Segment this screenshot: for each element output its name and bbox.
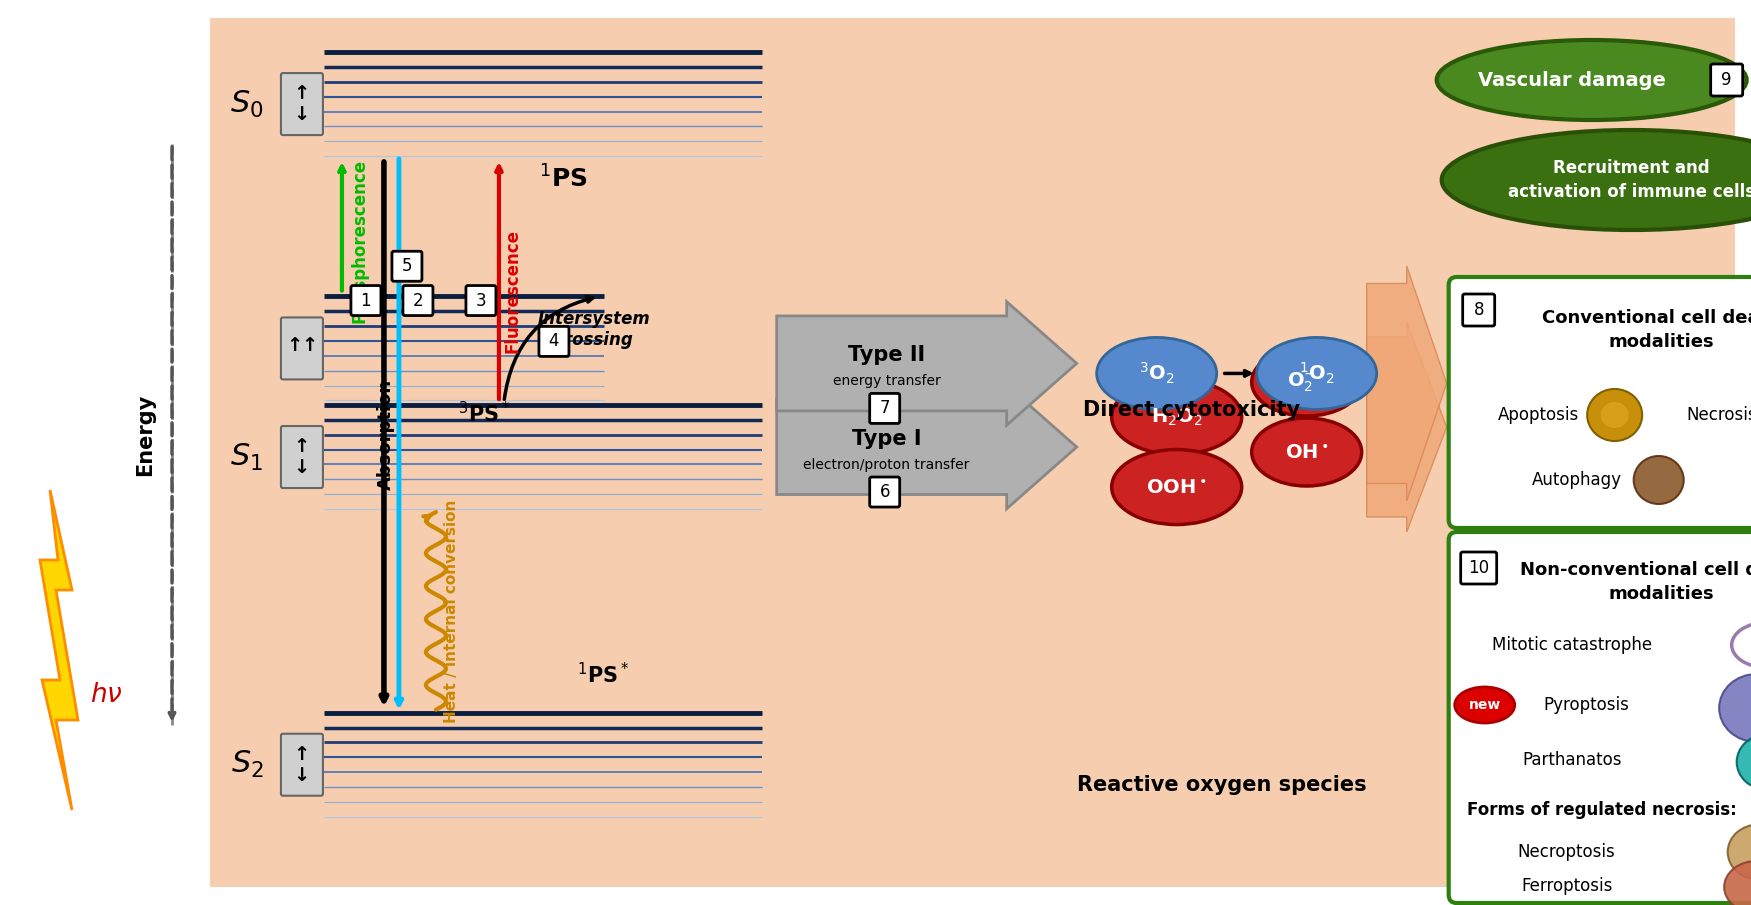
Text: ↓: ↓ [294, 766, 310, 785]
Text: 6: 6 [879, 483, 890, 501]
Text: $S_1$: $S_1$ [231, 442, 263, 472]
Text: ↓: ↓ [294, 458, 310, 477]
FancyArrow shape [1368, 266, 1446, 501]
FancyArrow shape [777, 386, 1077, 509]
Ellipse shape [1719, 674, 1751, 742]
Text: Absorption: Absorption [376, 379, 396, 490]
Text: Direct cytotoxicity: Direct cytotoxicity [1084, 400, 1301, 420]
Text: 4: 4 [548, 332, 559, 350]
Text: Conventional cell death
modalities: Conventional cell death modalities [1543, 310, 1751, 351]
FancyBboxPatch shape [280, 734, 322, 795]
FancyBboxPatch shape [403, 286, 432, 316]
Text: Non-conventional cell death
modalities: Non-conventional cell death modalities [1520, 561, 1751, 603]
Text: 10: 10 [1467, 559, 1490, 577]
Bar [0, 0, 210, 905]
Text: Heat / internal conversion: Heat / internal conversion [445, 500, 459, 722]
Text: Intersystem
crossing: Intersystem crossing [538, 310, 650, 348]
Ellipse shape [1586, 389, 1642, 441]
Text: 7: 7 [879, 399, 890, 417]
Text: 3: 3 [476, 291, 487, 310]
Text: electron/proton transfer: electron/proton transfer [804, 458, 970, 472]
Text: $S_2$: $S_2$ [231, 749, 263, 780]
FancyBboxPatch shape [1448, 277, 1751, 528]
Text: Energy: Energy [135, 394, 156, 475]
FancyArrow shape [777, 301, 1077, 425]
FancyArrow shape [1368, 322, 1446, 532]
Text: O$_2^{-\bullet}$: O$_2^{-\bullet}$ [1287, 370, 1326, 394]
Text: energy transfer: energy transfer [833, 375, 940, 388]
Polygon shape [205, 18, 1735, 887]
FancyBboxPatch shape [280, 426, 322, 488]
Text: ↑: ↑ [294, 745, 310, 764]
Ellipse shape [1725, 861, 1751, 905]
Text: $^1$O$_2$: $^1$O$_2$ [1299, 361, 1334, 386]
Text: Forms of regulated necrosis:: Forms of regulated necrosis: [1467, 801, 1737, 819]
Ellipse shape [1252, 418, 1362, 486]
Text: Vascular damage: Vascular damage [1478, 71, 1665, 90]
Ellipse shape [1436, 40, 1747, 120]
Text: ↑: ↑ [301, 336, 317, 355]
Ellipse shape [1257, 338, 1376, 409]
Ellipse shape [1600, 402, 1628, 428]
FancyBboxPatch shape [280, 73, 322, 135]
Text: 9: 9 [1721, 71, 1732, 89]
Text: Ferroptosis: Ferroptosis [1522, 877, 1613, 895]
FancyBboxPatch shape [1460, 552, 1497, 584]
Text: Fluorescence: Fluorescence [504, 229, 522, 353]
Text: $^1$PS$^*$: $^1$PS$^*$ [576, 662, 629, 687]
Ellipse shape [1455, 687, 1515, 723]
FancyBboxPatch shape [392, 252, 422, 281]
Ellipse shape [1441, 130, 1751, 230]
FancyBboxPatch shape [350, 286, 382, 316]
Text: Type II: Type II [847, 346, 925, 366]
Text: $^1$PS: $^1$PS [539, 166, 587, 193]
Text: H$_2$O$_2$: H$_2$O$_2$ [1150, 406, 1203, 428]
Text: Necroptosis: Necroptosis [1518, 843, 1616, 861]
Ellipse shape [1252, 348, 1362, 416]
Text: 5: 5 [401, 257, 411, 275]
Text: new: new [1469, 698, 1501, 712]
Text: ↑: ↑ [285, 336, 303, 355]
Text: Apoptosis: Apoptosis [1499, 406, 1579, 424]
Ellipse shape [1096, 338, 1217, 409]
Text: 1: 1 [361, 291, 371, 310]
Ellipse shape [1732, 623, 1751, 668]
Text: Reactive oxygen species: Reactive oxygen species [1077, 775, 1366, 795]
Text: Necrosis: Necrosis [1686, 406, 1751, 424]
FancyBboxPatch shape [870, 477, 900, 507]
Text: ↓: ↓ [294, 105, 310, 124]
Text: ↑: ↑ [294, 84, 310, 103]
FancyBboxPatch shape [539, 327, 569, 357]
FancyBboxPatch shape [280, 318, 322, 379]
Text: OH$^\bullet$: OH$^\bullet$ [1285, 443, 1329, 462]
FancyBboxPatch shape [1462, 294, 1495, 326]
Text: 2: 2 [413, 291, 424, 310]
Text: $^3$O$_2$: $^3$O$_2$ [1138, 361, 1175, 386]
Text: Phosphorescence: Phosphorescence [350, 159, 369, 323]
Text: Parthanatos: Parthanatos [1522, 751, 1621, 769]
FancyBboxPatch shape [1711, 64, 1742, 96]
Text: ↑: ↑ [294, 437, 310, 456]
Text: 8: 8 [1473, 301, 1483, 319]
Text: Recruitment and
activation of immune cells: Recruitment and activation of immune cel… [1508, 159, 1751, 201]
Ellipse shape [1737, 735, 1751, 789]
FancyBboxPatch shape [1448, 532, 1751, 903]
Ellipse shape [1728, 824, 1751, 880]
FancyBboxPatch shape [870, 394, 900, 424]
Text: $^3$PS$^*$: $^3$PS$^*$ [457, 401, 510, 426]
Ellipse shape [1634, 456, 1684, 504]
Text: OOH$^\bullet$: OOH$^\bullet$ [1147, 478, 1206, 497]
Text: Pyroptosis: Pyroptosis [1544, 696, 1630, 714]
Ellipse shape [1112, 379, 1241, 454]
Text: $S_0$: $S_0$ [229, 89, 264, 119]
Polygon shape [40, 490, 79, 810]
Text: $h\nu$: $h\nu$ [89, 682, 123, 708]
FancyBboxPatch shape [466, 286, 496, 316]
Text: Autophagy: Autophagy [1532, 471, 1621, 489]
Text: Type I: Type I [853, 429, 921, 449]
Text: Mitotic catastrophe: Mitotic catastrophe [1492, 636, 1651, 654]
Ellipse shape [1112, 450, 1241, 525]
